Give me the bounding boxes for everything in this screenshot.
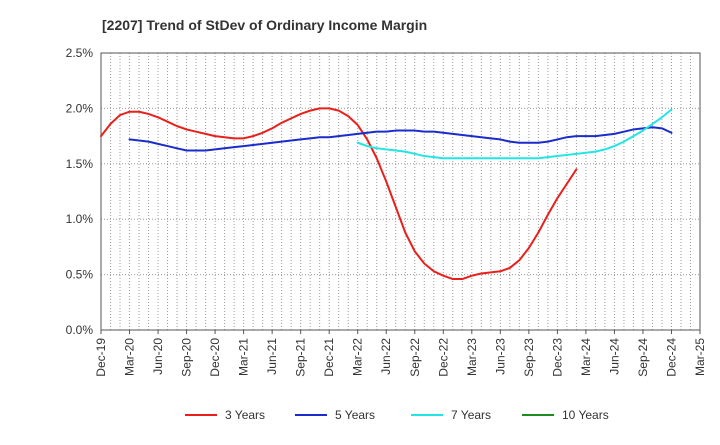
legend-label-10-years: 10 Years xyxy=(562,408,609,422)
y-tick-label: 1.5% xyxy=(66,157,94,171)
x-tick-label: Dec-24 xyxy=(664,338,678,377)
legend-label-7-years: 7 Years xyxy=(451,408,491,422)
y-tick-label: 0.0% xyxy=(66,323,94,337)
legend-label-5-years: 5 Years xyxy=(335,408,375,422)
x-tick-label: Mar-25 xyxy=(693,338,707,376)
x-tick-label: Mar-22 xyxy=(351,338,365,376)
x-tick-label: Mar-24 xyxy=(579,338,593,376)
legend: 3 Years 5 Years 7 Years 10 Years xyxy=(185,408,609,422)
legend-label-3-years: 3 Years xyxy=(225,408,265,422)
y-tick-label: 0.5% xyxy=(66,268,94,282)
x-tick-label: Jun-21 xyxy=(265,338,279,375)
y-tick-label: 2.5% xyxy=(66,46,94,60)
x-tick-label: Dec-20 xyxy=(208,338,222,377)
x-tick-label: Dec-19 xyxy=(94,338,108,377)
chart-title: [2207] Trend of StDev of Ordinary Income… xyxy=(102,17,427,33)
x-tick-label: Sep-20 xyxy=(180,338,194,377)
x-tick-label: Jun-20 xyxy=(151,338,165,375)
x-tick-label: Mar-23 xyxy=(465,338,479,376)
y-tick-label: 2.0% xyxy=(66,101,94,115)
series-layer xyxy=(100,107,673,281)
y-tick-label: 1.0% xyxy=(66,212,94,226)
x-tick-label: Mar-21 xyxy=(237,338,251,376)
x-tick-label: Dec-21 xyxy=(322,338,336,377)
x-tick-label: Sep-23 xyxy=(522,338,536,377)
x-tick-label: Sep-21 xyxy=(294,338,308,377)
x-tick-label: Jun-23 xyxy=(493,338,507,375)
plot-border xyxy=(100,52,701,331)
plot-area xyxy=(101,53,700,330)
grid-layer xyxy=(101,53,700,330)
x-tick-label: Jun-22 xyxy=(379,338,393,375)
x-tick-label: Mar-20 xyxy=(123,338,137,376)
series-line-3-years xyxy=(100,107,578,281)
x-tick-label: Jun-24 xyxy=(607,338,621,375)
series-line-5-years xyxy=(128,126,673,152)
x-tick-label: Sep-22 xyxy=(408,338,422,377)
x-tick-label: Dec-23 xyxy=(550,338,564,377)
x-tick-label: Dec-22 xyxy=(436,338,450,377)
x-tick-label: Sep-24 xyxy=(636,338,650,377)
series-line-7-years xyxy=(356,108,673,160)
axes: 0.0% 0.5% 1.0% 1.5% 2.0% 2.5% Dec-19 Mar-20 Jun-… xyxy=(66,46,707,377)
